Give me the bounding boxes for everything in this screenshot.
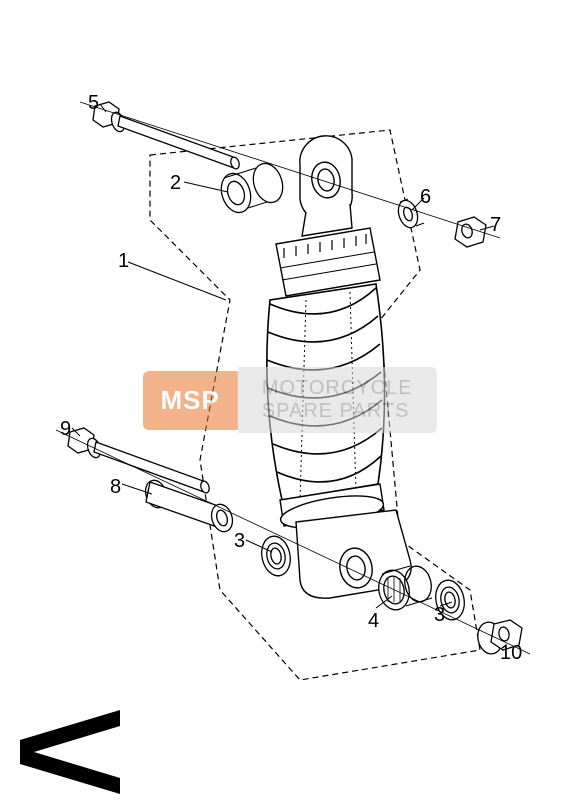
part-spring [267,284,385,500]
shock-absorber-diagram: 1 2 3 3 4 5 6 7 8 9 10 MSP MOTORCYCLE SP… [0,0,579,800]
part-top-eye [300,136,352,236]
callout-3a: 3 [234,530,245,553]
part-bottom-bolt [68,428,211,494]
diagram-svg [0,0,579,800]
callout-6: 6 [420,186,431,209]
callout-3b: 3 [434,604,445,627]
callout-9: 9 [60,418,71,441]
callout-4: 4 [368,610,379,633]
callout-2: 2 [170,172,181,195]
callout-7: 7 [490,214,501,237]
callout-1: 1 [118,250,129,273]
part-top-bolt [93,102,241,170]
callout-8: 8 [110,476,121,499]
callout-10: 10 [500,642,522,665]
part-top-bush [217,160,288,217]
direction-arrow [20,710,120,794]
callout-5: 5 [88,92,99,115]
